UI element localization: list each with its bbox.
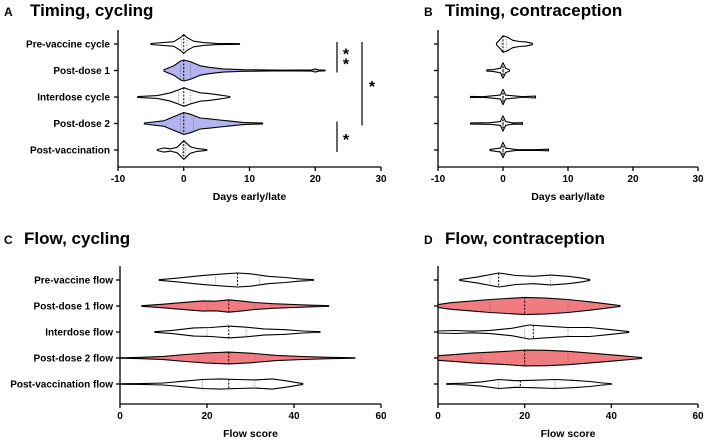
- significance-label: *: [369, 79, 376, 96]
- row-label: Interdose cycle: [37, 93, 110, 104]
- significance-label: *: [343, 46, 350, 63]
- violin-shape: [437, 324, 630, 340]
- panel-a: A Timing, cycling -10 0 10 20 30 Days early/lat…: [4, 1, 387, 203]
- violin-row: [434, 272, 591, 288]
- x-tick-label: 20: [627, 174, 639, 185]
- panel-b: B Timing, contraception -10 0 10 20 30 Days ear…: [424, 1, 704, 203]
- violin-shape: [119, 378, 304, 390]
- x-tick-label: 40: [606, 411, 618, 422]
- violin-row: [434, 88, 537, 106]
- violin-row: [434, 141, 550, 159]
- x-tick-label: 40: [288, 411, 300, 422]
- row-label: Post-dose 1 flow: [34, 302, 114, 313]
- violin-shape: [150, 34, 241, 54]
- violin-shape: [437, 296, 621, 316]
- row-label: Post-dose 1: [53, 66, 110, 77]
- violin-shape: [489, 141, 550, 159]
- violin-shape: [459, 272, 591, 288]
- panel-letter: C: [4, 233, 13, 247]
- x-axis-title: Flow score: [541, 428, 596, 440]
- row-label: Pre-vaccine flow: [34, 276, 113, 287]
- panel-title: Flow, contraception: [445, 229, 605, 248]
- violin-row: [434, 378, 612, 390]
- x-tick-label: 0: [117, 411, 123, 422]
- panel-title: Flow, cycling: [24, 229, 130, 248]
- row-label: Post-dose 2: [53, 119, 110, 130]
- violin-shape: [495, 35, 533, 53]
- violin-row: [434, 35, 533, 53]
- violin-row: Post-dose 1 flow: [34, 299, 330, 313]
- row-label: Post-dose 2 flow: [34, 354, 114, 365]
- x-tick-label: -10: [431, 174, 446, 185]
- significance-label: *: [343, 56, 350, 73]
- violin-row: Post-vaccination: [30, 140, 208, 160]
- violin-shape: [446, 378, 612, 390]
- row-label: Interdose flow: [45, 328, 113, 339]
- violin-row: Interdose cycle: [37, 87, 231, 107]
- x-tick-label: 30: [692, 174, 704, 185]
- violin-shape: [119, 351, 356, 365]
- panel-title: Timing, cycling: [30, 1, 153, 20]
- panel-letter: B: [424, 5, 433, 19]
- violin-shape: [137, 87, 231, 107]
- x-tick-label: 20: [201, 411, 213, 422]
- violin-row: [434, 62, 511, 79]
- panel-c: C Flow, cycling 0 20 40 60 Flow score Pre-vacci…: [4, 229, 387, 440]
- violin-shape: [469, 115, 524, 132]
- x-tick-label: 0: [435, 411, 441, 422]
- x-tick-label: 0: [500, 174, 506, 185]
- violin-row: [434, 296, 621, 316]
- panel-letter: A: [4, 5, 13, 19]
- violin-row: Interdose flow: [45, 325, 321, 339]
- x-axis-title: Days early/late: [213, 191, 287, 203]
- violin-shape: [154, 325, 321, 339]
- significance-label: *: [343, 132, 350, 149]
- x-axis-title: Days early/late: [531, 191, 605, 203]
- x-axis-title: Flow score: [223, 428, 278, 440]
- x-tick-label: 30: [375, 174, 387, 185]
- x-tick-label: 10: [562, 174, 574, 185]
- x-tick-label: -10: [111, 174, 126, 185]
- violin-shape: [486, 62, 511, 79]
- violin-shape: [141, 299, 330, 313]
- row-label: Post-vaccination: [30, 146, 110, 157]
- violin-row: [434, 324, 630, 340]
- panel-title: Timing, contraception: [445, 1, 622, 20]
- violin-row: Pre-vaccine flow: [34, 272, 315, 288]
- violin-shape: [437, 349, 643, 367]
- violin-row: Post-vaccination flow: [10, 378, 304, 391]
- x-tick-label: 0: [181, 174, 187, 185]
- x-tick-label: 60: [375, 411, 387, 422]
- violin-row: Post-dose 2: [53, 111, 264, 136]
- x-tick-label: 20: [310, 174, 322, 185]
- x-tick-label: 60: [692, 411, 704, 422]
- violin-row: [434, 349, 643, 367]
- panel-letter: D: [424, 233, 433, 247]
- violin-shape: [163, 59, 326, 82]
- panel-d: D Flow, contraception 0 20 40 60 Flow score: [424, 229, 704, 440]
- violin-row: Post-dose 2 flow: [34, 351, 356, 365]
- violin-row: [434, 115, 524, 132]
- violin-shape: [143, 111, 264, 136]
- violin-row: Pre-vaccine cycle: [26, 34, 241, 54]
- violin-row: Post-dose 1: [53, 59, 326, 82]
- row-label: Pre-vaccine cycle: [26, 40, 110, 51]
- row-label: Post-vaccination flow: [10, 380, 113, 391]
- x-tick-label: 20: [519, 411, 531, 422]
- violin-shape: [158, 272, 315, 288]
- x-tick-label: 10: [244, 174, 256, 185]
